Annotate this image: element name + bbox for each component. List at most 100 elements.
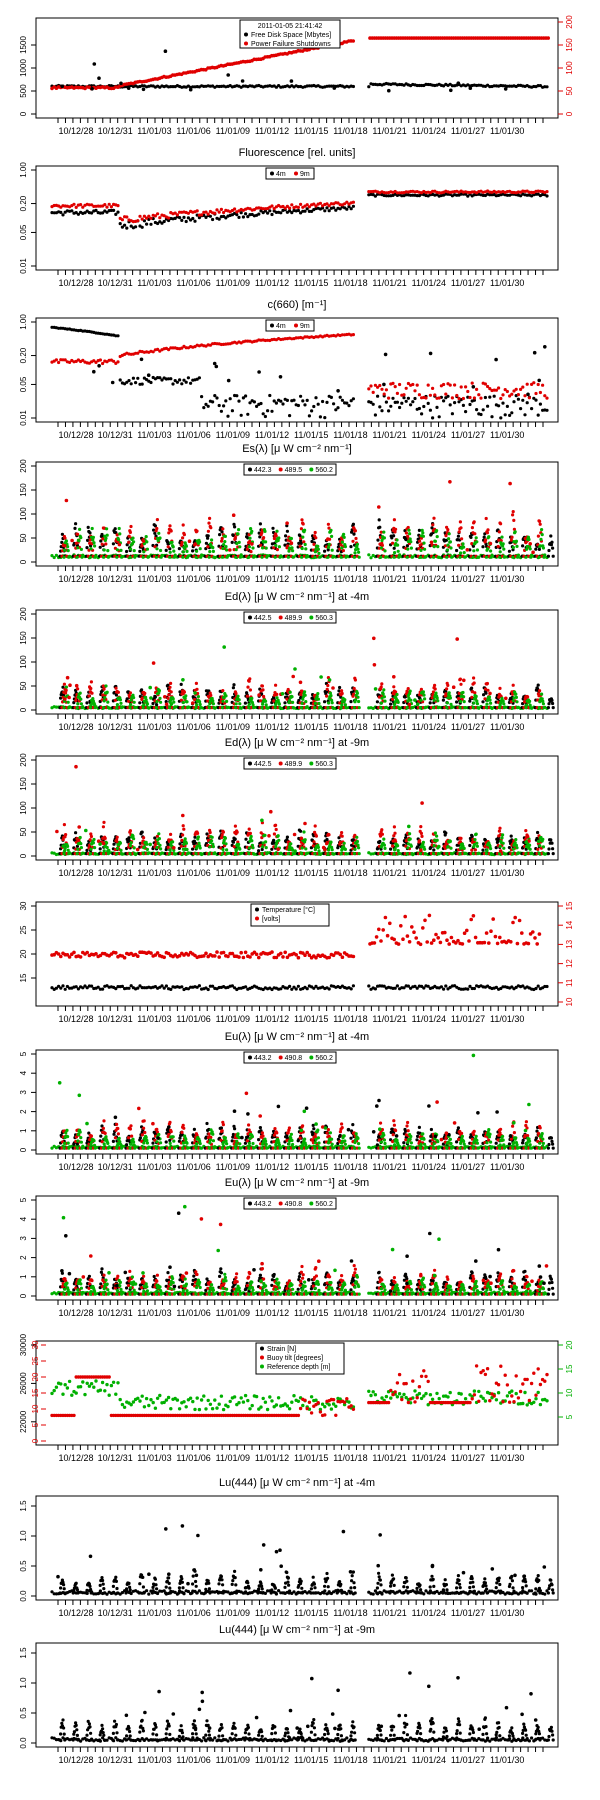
x-tick-label: 11/01/21 [372, 430, 406, 440]
data-point [233, 207, 237, 211]
data-point [246, 215, 250, 219]
data-point [217, 217, 221, 221]
data-point [353, 529, 357, 533]
data-point [210, 538, 214, 542]
data-point [488, 698, 492, 702]
data-point [102, 548, 106, 552]
data-point [103, 203, 107, 207]
data-point [180, 346, 184, 350]
data-point [336, 389, 340, 393]
data-point [376, 538, 380, 542]
data-point [189, 381, 193, 385]
data-point [413, 396, 417, 401]
data-point [257, 693, 261, 697]
data-point [325, 206, 329, 210]
data-point [167, 216, 171, 220]
data-point [252, 400, 256, 404]
data-point [140, 225, 144, 229]
data-point [129, 382, 133, 386]
data-point [356, 695, 360, 699]
data-point [345, 200, 349, 204]
data-point [277, 545, 281, 549]
data-point [123, 223, 127, 227]
data-point [178, 378, 182, 382]
data-point [526, 392, 530, 397]
data-point [115, 835, 119, 839]
data-point [421, 534, 425, 538]
data-point [327, 701, 331, 705]
data-point [206, 404, 210, 408]
data-point [459, 699, 463, 704]
data-point [457, 697, 461, 701]
data-point [537, 706, 541, 710]
data-point [345, 401, 349, 405]
data-point [327, 204, 331, 208]
data-point [445, 548, 449, 552]
data-point [180, 540, 184, 545]
x-tick-label: 11/01/27 [451, 278, 485, 288]
data-point [127, 540, 131, 545]
data-point [497, 386, 501, 390]
data-point [237, 215, 241, 219]
data-point [472, 398, 476, 402]
data-point [143, 691, 147, 695]
data-point [251, 703, 255, 707]
data-point [343, 698, 347, 702]
data-point [542, 555, 546, 559]
data-point [141, 87, 146, 92]
data-point [483, 382, 487, 386]
data-point [279, 399, 283, 403]
y-tick-label: 0.05 [19, 376, 28, 392]
x-tick-label: 11/01/15 [294, 574, 328, 584]
data-point [179, 682, 183, 687]
data-point [338, 685, 342, 690]
data-point [317, 701, 321, 706]
data-point [225, 706, 229, 710]
data-point [184, 219, 188, 224]
data-point [88, 531, 92, 535]
data-point [392, 706, 396, 710]
data-point [389, 847, 393, 851]
data-point [408, 532, 412, 536]
data-point [323, 209, 327, 213]
data-point [133, 706, 137, 710]
data-point [248, 688, 252, 692]
data-point [472, 520, 476, 524]
data-point [498, 550, 502, 554]
data-point [200, 395, 204, 399]
data-point [285, 204, 289, 208]
data-point [505, 389, 509, 394]
data-point [318, 706, 322, 710]
data-point [468, 402, 472, 407]
data-point [463, 706, 467, 710]
data-point [486, 528, 490, 532]
data-point [457, 530, 461, 534]
data-point [314, 204, 318, 208]
data-point [550, 698, 554, 703]
data-point [387, 409, 391, 413]
data-point [534, 391, 538, 396]
data-point [77, 539, 81, 543]
data-point [450, 555, 454, 559]
data-point [304, 555, 308, 559]
data-point [301, 399, 305, 403]
data-point [547, 847, 551, 851]
data-point [157, 531, 161, 535]
data-point [264, 540, 268, 544]
data-point [380, 682, 384, 686]
data-point [62, 555, 66, 559]
data-point [157, 689, 161, 693]
x-tick-label: 11/01/18 [333, 868, 367, 878]
data-point [393, 695, 398, 699]
data-point [458, 706, 462, 710]
data-point [332, 206, 336, 210]
data-point [195, 549, 199, 553]
data-point [455, 637, 460, 641]
data-point [329, 84, 333, 88]
data-point [298, 680, 303, 685]
data-point [171, 382, 175, 386]
data-point [357, 706, 361, 710]
data-point [169, 681, 173, 686]
data-point [160, 221, 164, 225]
